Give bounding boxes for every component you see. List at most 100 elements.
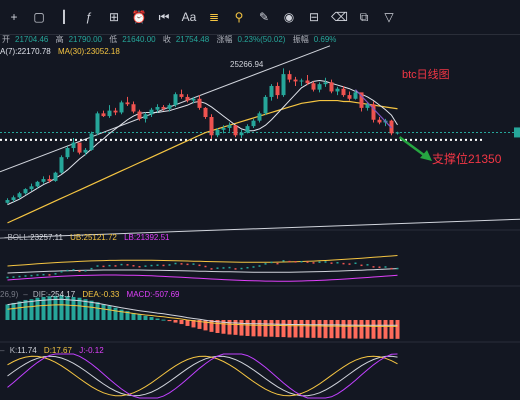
close-label: 收 (162, 35, 171, 44)
boll-candle (120, 263, 123, 266)
k-value: 11.74 (17, 346, 37, 355)
macd-bar (53, 295, 58, 320)
fib-icon[interactable]: ≣ (208, 10, 220, 24)
support-label: 支撑位21350 (432, 152, 502, 166)
ma30-value: 23052.18 (86, 47, 120, 56)
boll-candle (330, 262, 333, 264)
candle-body (209, 117, 214, 136)
macd-bar (77, 297, 82, 320)
boll-collapse-icon[interactable]: – (0, 233, 5, 242)
ruler-icon[interactable]: ✎ (258, 10, 270, 24)
boll-candle (306, 261, 309, 263)
candle-body (359, 92, 364, 108)
boll-candle (366, 264, 369, 266)
boll-candle (372, 266, 375, 268)
change-value: 0.23%(50.02) (237, 35, 286, 44)
candle-body (335, 88, 340, 92)
candle-body (95, 113, 100, 134)
candle-body (245, 126, 250, 133)
boll-candle (300, 260, 303, 263)
alert-icon[interactable]: ⏰ (131, 10, 147, 24)
trash-icon[interactable]: ⌫ (331, 10, 348, 24)
filter-icon[interactable]: ▽ (384, 10, 394, 24)
candle-body (317, 84, 322, 90)
boll-candle (180, 263, 183, 265)
object-tree-icon[interactable]: ⧉ (359, 10, 369, 24)
macd-bar (125, 311, 130, 320)
lock-icon[interactable]: ⊟ (308, 10, 320, 24)
candle-body (83, 149, 88, 153)
boll-candle (72, 269, 75, 271)
macd-bar (209, 320, 214, 332)
boll-candle (114, 265, 117, 267)
ohlc-legend: 开 21704.46 高 21790.00 低 21640.00 收 21754.48 … (2, 34, 341, 45)
boll-candle (282, 260, 285, 262)
pattern-icon[interactable]: ⚲ (234, 10, 244, 24)
macd-bar (329, 320, 334, 339)
boll-candle (342, 262, 345, 265)
plus-icon[interactable]: + (10, 10, 18, 24)
macd-bar (317, 320, 322, 338)
boll-candle (294, 261, 297, 263)
boll-candle (312, 262, 315, 264)
dea-line (7, 304, 398, 327)
macd-bar (185, 320, 190, 326)
boll-candle (30, 274, 33, 277)
candle-body (353, 92, 358, 99)
macd-bar (179, 320, 184, 325)
boll-candle (228, 266, 231, 269)
boll-candle (276, 262, 279, 265)
candles-icon[interactable]: ┃ (60, 10, 68, 24)
macd-bar (257, 320, 262, 337)
macd-bar (65, 296, 70, 320)
boll-candle (216, 267, 219, 269)
macd-bar (119, 309, 124, 320)
macd-bar (143, 315, 148, 320)
boll-ub-line (7, 255, 398, 267)
macd-bar (359, 320, 364, 339)
text-icon[interactable]: Aa (181, 10, 197, 24)
replay-icon[interactable]: ⏮ (158, 10, 170, 24)
candle-body (23, 189, 28, 194)
kdj-collapse-icon[interactable]: – (0, 346, 5, 355)
macd-bar (11, 302, 16, 320)
macd-bar (251, 320, 256, 337)
candle-body (29, 186, 34, 190)
candle-body (329, 82, 334, 92)
macd-bar (389, 320, 394, 339)
candle-body (101, 113, 106, 117)
amplitude-value: 0.69% (313, 35, 337, 44)
templates-icon[interactable]: ⊞ (108, 10, 120, 24)
macd-bar (221, 320, 226, 334)
d-label: D: (43, 346, 52, 355)
indicators-icon[interactable]: ƒ (85, 10, 93, 24)
macd-bar (161, 319, 166, 321)
chart-toolbar: + ▢ ┃ ƒ ⊞ ⏰ ⏮ Aa ≣ ⚲ ✎ ◉ ⊟ ⌫ ⧉ ▽ (0, 0, 520, 35)
macd-bar (23, 299, 28, 320)
candle-body (191, 98, 196, 101)
boll-candle (384, 266, 387, 268)
boll-mid-value: 23257.11 (30, 233, 63, 242)
boll-lb-label: LB: (124, 233, 137, 242)
high-label: 高 (55, 35, 64, 44)
boll-candle (138, 266, 141, 268)
macd-bar (299, 320, 304, 338)
macd-bar (113, 307, 118, 320)
dif-line (7, 298, 398, 326)
rectangle-icon[interactable]: ▢ (33, 10, 45, 24)
boll-candle (168, 264, 171, 266)
ma7-line (7, 79, 398, 206)
boll-candle (36, 274, 39, 276)
macd-bar (89, 300, 94, 320)
candle-body (263, 96, 268, 114)
eye-icon[interactable]: ◉ (283, 10, 295, 24)
projection-line (355, 89, 392, 129)
boll-candle (240, 267, 243, 270)
boll-candle (156, 264, 159, 266)
boll-candle (102, 265, 105, 268)
macd-collapse-icon[interactable]: – (23, 290, 28, 299)
macd-bar (5, 304, 10, 320)
macd-bar (107, 305, 112, 320)
d-line (7, 355, 398, 397)
macd-bar (35, 297, 40, 320)
